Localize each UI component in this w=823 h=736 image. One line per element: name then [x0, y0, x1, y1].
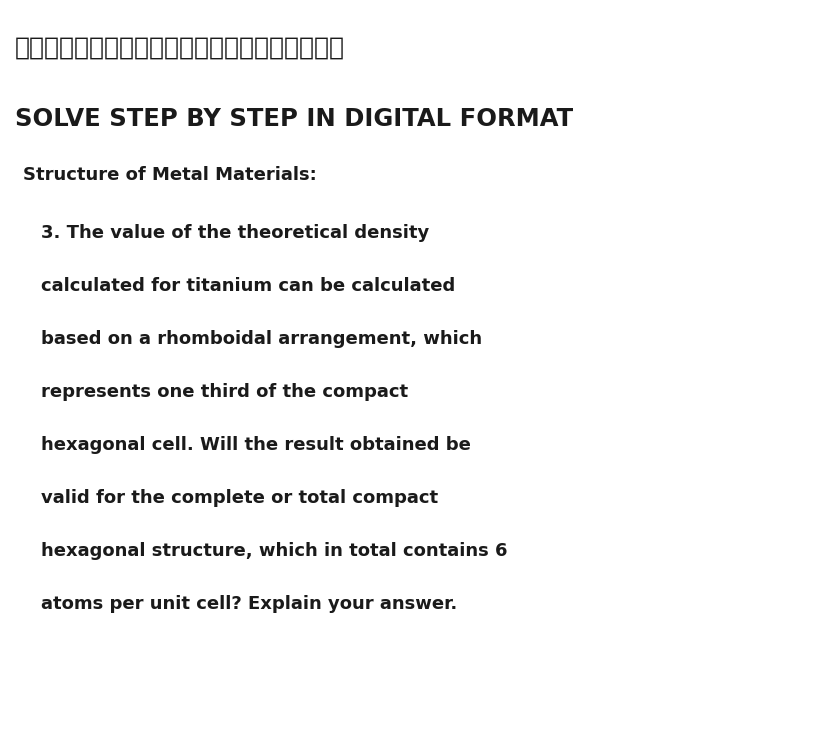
Text: hexagonal structure, which in total contains 6: hexagonal structure, which in total cont… [41, 542, 508, 560]
Text: atoms per unit cell? Explain your answer.: atoms per unit cell? Explain your answer… [41, 595, 458, 613]
Text: Structure of Metal Materials:: Structure of Metal Materials: [23, 166, 317, 183]
Text: hexagonal cell. Will the result obtained be: hexagonal cell. Will the result obtained… [41, 436, 471, 454]
Text: represents one third of the compact: represents one third of the compact [41, 383, 408, 401]
Text: calculated for titanium can be calculated: calculated for titanium can be calculate… [41, 277, 455, 295]
Text: デジタル形式で段階的に解決　　ありがとう！！: デジタル形式で段階的に解決 ありがとう！！ [15, 35, 345, 60]
Text: 3. The value of the theoretical density: 3. The value of the theoretical density [41, 224, 430, 242]
Text: SOLVE STEP BY STEP IN DIGITAL FORMAT: SOLVE STEP BY STEP IN DIGITAL FORMAT [15, 107, 573, 131]
Text: valid for the complete or total compact: valid for the complete or total compact [41, 489, 439, 507]
Text: based on a rhomboidal arrangement, which: based on a rhomboidal arrangement, which [41, 330, 482, 348]
